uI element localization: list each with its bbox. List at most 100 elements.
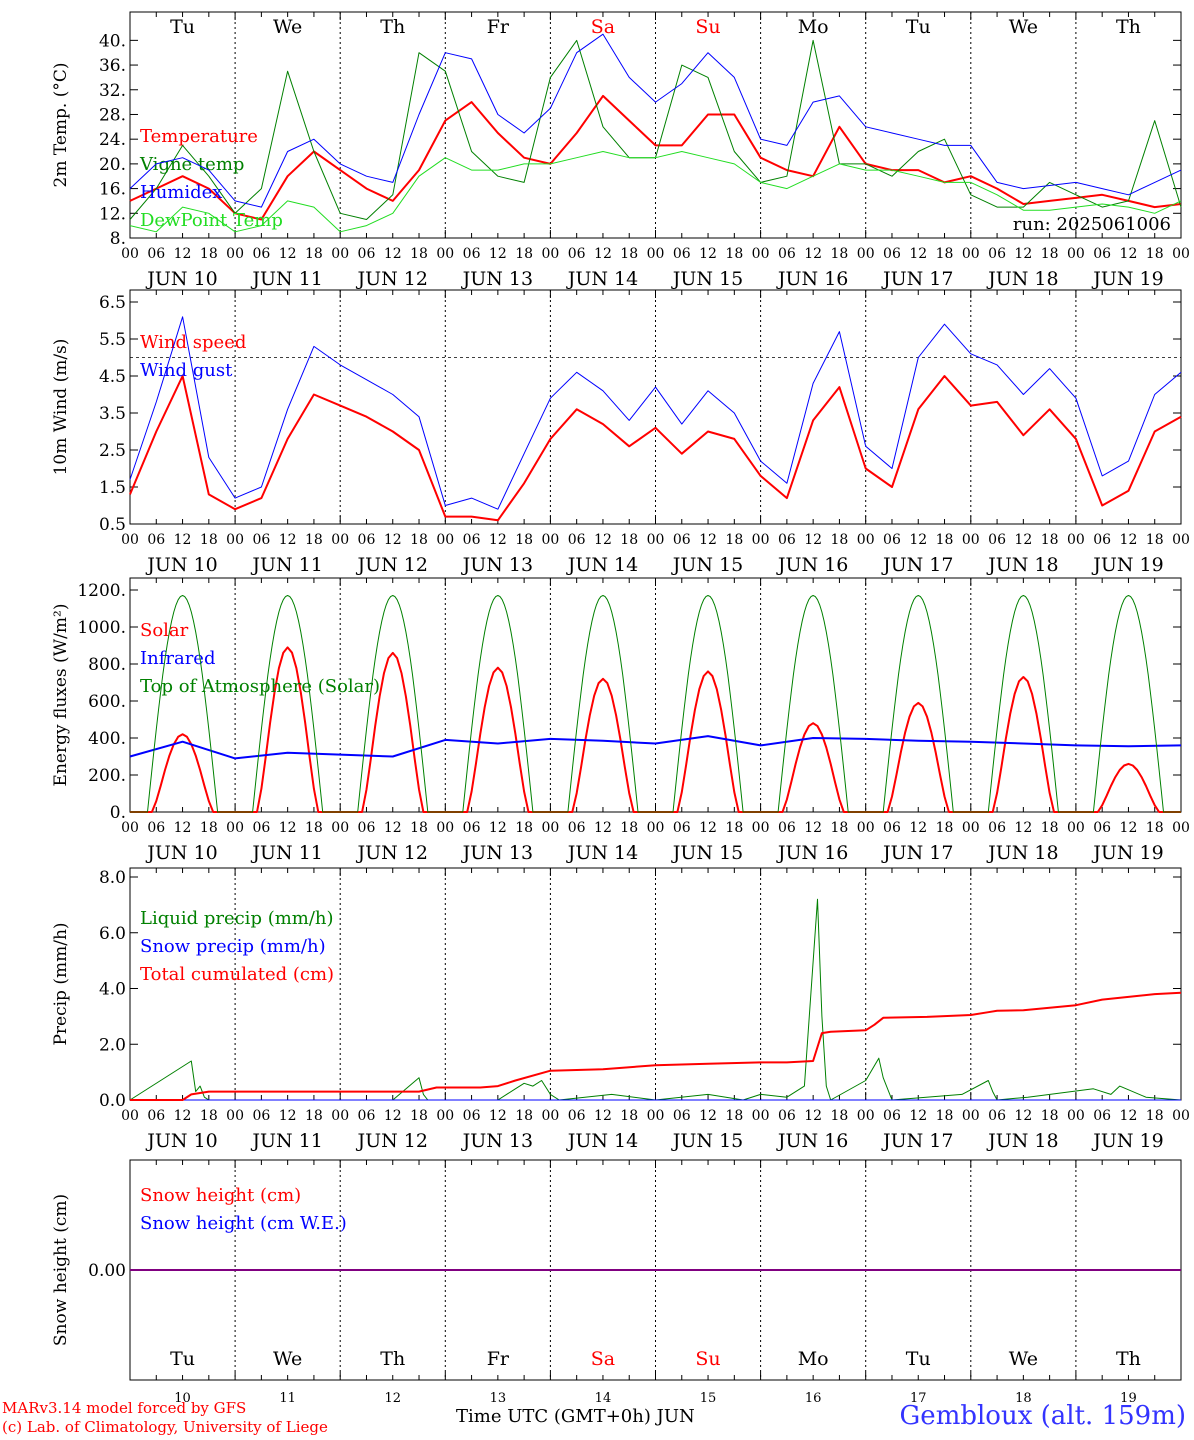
weekday-label: Mo [798,1348,829,1370]
x-hour-label: 06 [252,1108,270,1124]
x-hour-label: 00 [1067,532,1085,548]
x-hour-label: 12 [594,246,612,262]
series-line-top-of-atmosphere-solar- [130,595,1181,813]
x-hour-label: 06 [463,820,481,836]
x-hour-label: 06 [463,532,481,548]
x-hour-label: 18 [410,820,428,836]
x-hour-label: 06 [463,1108,481,1124]
x-date-label: JUN 19 [1091,842,1163,864]
y-tick-label: 8.0 [99,868,126,888]
x-hour-label: 06 [778,532,796,548]
x-hour-label: 06 [358,246,376,262]
run-annotation: run: 2025061006 [1013,214,1171,235]
weekday-label: Sa [591,1348,615,1370]
x-day-number: 12 [384,1391,401,1406]
x-hour-label: 06 [1093,246,1111,262]
y-tick-label: 6.0 [99,924,126,944]
series-line-wind-gust [129,316,1182,510]
legend-liquid-precip-mm-h-: Liquid precip (mm/h) [140,908,334,929]
x-date-label: JUN 16 [776,554,848,576]
x-day-number: 18 [1015,1391,1032,1406]
x-hour-label: 12 [489,532,507,548]
x-date-label: JUN 15 [671,268,743,290]
x-date-label: JUN 18 [986,842,1058,864]
x-hour-label: 00 [331,246,349,262]
x-hour-label: 18 [1146,820,1164,836]
x-hour-label: 18 [410,1108,428,1124]
x-date-label: JUN 16 [776,1130,848,1152]
legend-dewpoint-temp: DewPoint Temp [140,210,283,231]
x-hour-label: 18 [620,820,638,836]
x-date-label: JUN 12 [356,842,428,864]
x-hour-label: 00 [962,820,980,836]
x-hour-label: 18 [515,820,533,836]
x-hour-label: 06 [988,532,1006,548]
x-hour-label: 06 [988,820,1006,836]
legend-snow-height-cm-w-e-: Snow height (cm W.E.) [140,1213,347,1234]
x-hour-label: 06 [463,246,481,262]
series-line-dewpoint-temp [129,151,1182,233]
x-hour-label: 06 [778,246,796,262]
y-tick-label: 0.00 [88,1261,126,1281]
x-hour-label: 00 [1172,1108,1190,1124]
y-tick-label: 24. [99,130,126,150]
x-date-label: JUN 18 [986,554,1058,576]
x-hour-label: 18 [620,532,638,548]
legend-top-of-atmosphere-solar-: Top of Atmosphere (Solar) [140,676,380,697]
x-hour-label: 12 [279,246,297,262]
weekday-label: We [273,1348,302,1370]
x-date-label: JUN 10 [145,1130,217,1152]
x-hour-label: 12 [279,1108,297,1124]
x-hour-label: 12 [909,1108,927,1124]
weekday-label: Fr [487,1348,510,1370]
x-hour-label: 00 [1172,820,1190,836]
x-hour-label: 00 [647,532,665,548]
x-hour-label: 12 [174,820,192,836]
x-date-label: JUN 10 [145,842,217,864]
x-date-label: JUN 19 [1091,554,1163,576]
weekday-label: Th [380,1348,405,1370]
x-hour-label: 18 [831,246,849,262]
x-hour-label: 12 [174,246,192,262]
x-date-label: JUN 15 [671,842,743,864]
x-date-label: JUN 12 [356,1130,428,1152]
x-hour-label: 12 [174,1108,192,1124]
x-hour-label: 18 [305,532,323,548]
x-hour-label: 00 [541,820,559,836]
x-hour-label: 06 [252,820,270,836]
x-hour-label: 06 [147,1108,165,1124]
x-hour-label: 12 [1120,1108,1138,1124]
x-hour-label: 00 [121,820,139,836]
x-hour-label: 12 [909,246,927,262]
weekday-label: Mo [798,16,829,38]
x-hour-label: 12 [1120,820,1138,836]
x-hour-label: 12 [594,532,612,548]
x-hour-label: 18 [1146,532,1164,548]
x-hour-label: 18 [410,246,428,262]
x-date-label: JUN 11 [250,842,322,864]
x-day-number: 15 [700,1391,717,1406]
x-hour-label: 18 [936,246,954,262]
weekday-label: Th [380,16,405,38]
credit-model: MARv3.14 model forced by GFS [2,1399,247,1417]
x-hour-label: 00 [752,246,770,262]
x-hour-label: 12 [594,820,612,836]
weekday-label: Fr [487,16,510,38]
x-hour-label: 12 [804,820,822,836]
series-line-total-cumulated-cm- [130,991,1182,1101]
x-hour-label: 06 [988,1108,1006,1124]
y-tick-label: 0.0 [99,1091,126,1111]
series-line-temperature [129,94,1182,221]
x-date-label: JUN 17 [881,554,953,576]
x-hour-label: 06 [988,246,1006,262]
y-tick-label: 3.5 [99,404,126,424]
x-hour-label: 12 [594,1108,612,1124]
x-hour-label: 00 [752,820,770,836]
x-hour-label: 18 [200,532,218,548]
x-hour-label: 00 [226,246,244,262]
x-hour-label: 12 [909,532,927,548]
x-hour-label: 06 [568,1108,586,1124]
y-tick-label: 2.0 [99,1035,126,1055]
x-date-label: JUN 17 [881,1130,953,1152]
